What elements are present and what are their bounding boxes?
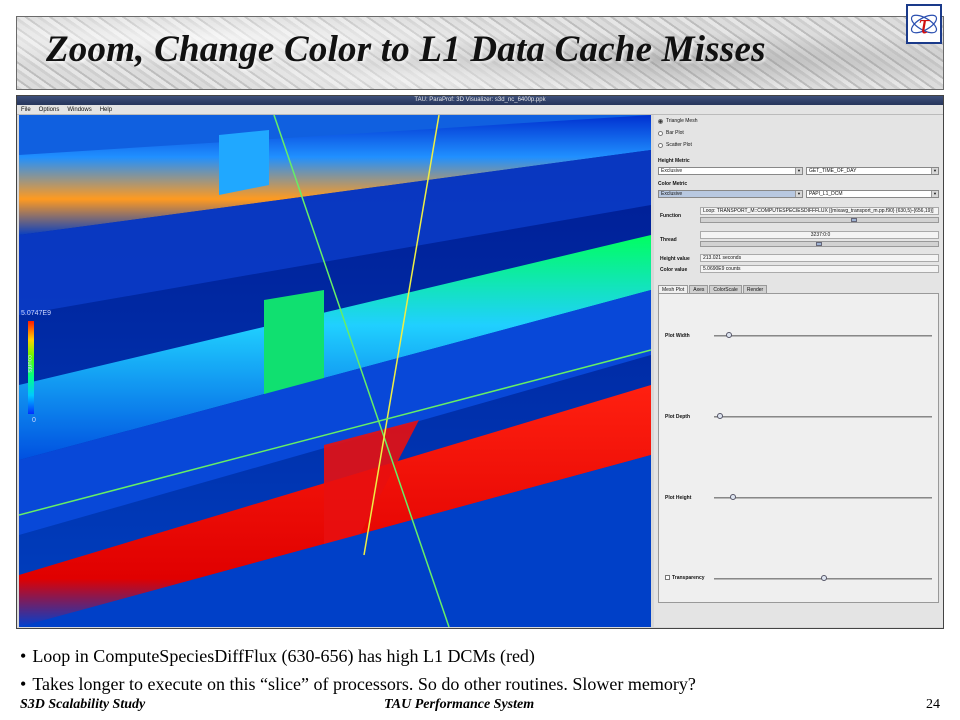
radio-unselected-icon bbox=[658, 130, 663, 136]
scrollbar-thumb[interactable] bbox=[851, 218, 857, 222]
mesh-plot-rendering bbox=[19, 115, 651, 627]
slide-title: Zoom, Change Color to L1 Data Cache Miss… bbox=[46, 29, 766, 70]
height-value-label: Height value bbox=[660, 256, 690, 262]
tab-render[interactable]: Render bbox=[742, 285, 768, 293]
bullet-dot-icon: • bbox=[20, 674, 27, 694]
axis-line-green-diagonal bbox=[273, 115, 450, 627]
radio-scatter-plot[interactable]: Scatter Plot bbox=[658, 142, 692, 148]
window-titlebar: TAU: ParaProf: 3D Visualizer: s3d_nc_640… bbox=[17, 96, 943, 105]
transparency-slider-knob[interactable] bbox=[821, 575, 827, 581]
tau-logo-icon: τ bbox=[910, 9, 938, 40]
colorscale-max: 5.0747E9 bbox=[21, 310, 51, 317]
function-label: Function bbox=[660, 213, 682, 219]
chevron-down-icon: ▼ bbox=[931, 168, 938, 174]
color-metric-label: Color Metric bbox=[658, 181, 688, 187]
thread-scrollbar[interactable] bbox=[700, 241, 939, 247]
tau-glyph: τ bbox=[919, 9, 930, 40]
radio-unselected-icon bbox=[658, 142, 663, 148]
band-top bbox=[19, 115, 651, 235]
footer-left: S3D Scalability Study bbox=[20, 697, 146, 712]
bullet-1: • Loop in ComputeSpeciesDiffFlux (630-656… bbox=[20, 646, 535, 666]
page-number: 24 bbox=[926, 697, 940, 712]
bullet-2: • Takes longer to execute on this “slice”… bbox=[20, 674, 696, 694]
plot-depth-label: Plot Depth bbox=[665, 414, 690, 420]
paraprof-window: TAU: ParaProf: 3D Visualizer: s3d_nc_640… bbox=[16, 95, 944, 629]
band-bottom bbox=[19, 455, 651, 627]
control-panel: Triangle Mesh Bar Plot Scatter Plot Heig… bbox=[654, 115, 943, 627]
menu-windows[interactable]: Windows bbox=[67, 107, 92, 113]
thread-label: Thread bbox=[660, 237, 677, 243]
3d-visualizer-canvas[interactable]: 5.0747E9 counts 0 bbox=[19, 115, 651, 627]
height-metric-value-select[interactable]: GET_TIME_OF_DAY ▼ bbox=[806, 167, 939, 175]
mesh-plot-tab-content: Plot Width Plot Depth Plot Height Transp… bbox=[658, 293, 939, 603]
colorscale-min: 0 bbox=[32, 417, 36, 424]
tau-logo: τ bbox=[906, 4, 942, 44]
transparency-checkbox[interactable]: Transparency bbox=[665, 575, 705, 581]
height-value-field: 213.021 seconds bbox=[700, 254, 939, 262]
chevron-down-icon: ▼ bbox=[795, 191, 802, 197]
menu-bar: File Options Windows Help bbox=[17, 105, 943, 115]
color-metric-value-select[interactable]: PAPI_L1_DCM ▼ bbox=[806, 190, 939, 198]
plot-width-slider-knob[interactable] bbox=[726, 332, 732, 338]
bullet-dot-icon: • bbox=[20, 646, 27, 666]
tab-mesh-plot[interactable]: Mesh Plot bbox=[658, 285, 689, 293]
chevron-down-icon: ▼ bbox=[795, 168, 802, 174]
chevron-down-icon: ▼ bbox=[931, 191, 938, 197]
scrollbar-thumb[interactable] bbox=[816, 242, 822, 246]
radio-triangle-mesh[interactable]: Triangle Mesh bbox=[658, 118, 698, 124]
colorscale-bar bbox=[28, 321, 34, 414]
radio-selected-icon bbox=[658, 118, 663, 124]
raised-block-middle bbox=[264, 290, 324, 400]
menu-file[interactable]: File bbox=[21, 107, 31, 113]
colorscale-axis-label: counts bbox=[26, 355, 32, 373]
plot-width-label: Plot Width bbox=[665, 333, 690, 339]
plot-height-slider-knob[interactable] bbox=[730, 494, 736, 500]
footer-center: TAU Performance System bbox=[384, 697, 535, 712]
color-value-label: Color value bbox=[660, 267, 688, 273]
tab-axes[interactable]: Axes bbox=[689, 285, 709, 293]
plot-depth-slider-knob[interactable] bbox=[717, 413, 723, 419]
menu-help[interactable]: Help bbox=[99, 107, 113, 113]
color-metric-type-select[interactable]: Exclusive ▼ bbox=[658, 190, 803, 198]
band-middle bbox=[19, 235, 651, 460]
height-metric-label: Height Metric bbox=[658, 158, 690, 164]
raised-block-top bbox=[219, 130, 269, 195]
band-top-lower bbox=[19, 150, 651, 315]
menu-options[interactable]: Options bbox=[38, 107, 60, 113]
title-banner bbox=[16, 16, 944, 90]
plot-height-label: Plot Height bbox=[665, 495, 692, 501]
function-scrollbar[interactable] bbox=[700, 217, 939, 223]
thread-field: 3237:0:0 bbox=[700, 231, 939, 239]
function-field: Loop: TRANSPORT_M::COMPUTESPECIESDIFFFLU… bbox=[700, 207, 939, 215]
axis-line-yellow bbox=[363, 115, 440, 556]
color-value-field: 5.0690E9 counts bbox=[700, 265, 939, 273]
height-metric-type-select[interactable]: Exclusive ▼ bbox=[658, 167, 803, 175]
plot-height-slider-track[interactable] bbox=[714, 497, 932, 499]
plot-depth-slider-track[interactable] bbox=[714, 416, 932, 418]
plot-width-slider-track[interactable] bbox=[714, 335, 932, 337]
axis-line-green-horizontal bbox=[19, 349, 651, 516]
panel-tabs: Mesh Plot Axes ColorScale Render bbox=[658, 285, 768, 293]
tab-colorscale[interactable]: ColorScale bbox=[709, 285, 742, 293]
radio-bar-plot[interactable]: Bar Plot bbox=[658, 130, 684, 136]
checkbox-unchecked-icon bbox=[665, 575, 670, 581]
